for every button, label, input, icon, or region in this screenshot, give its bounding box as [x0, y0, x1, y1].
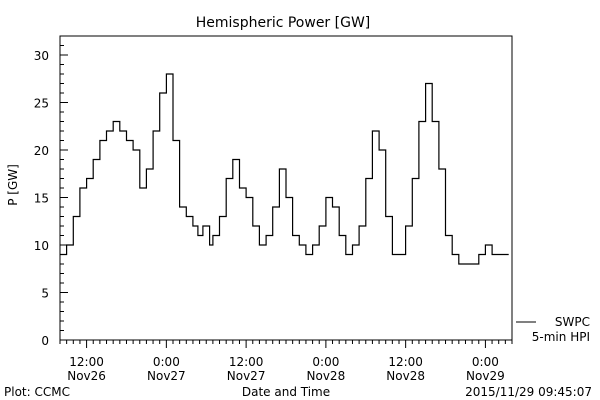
- y-tick-label: 20: [34, 144, 49, 158]
- plot-timestamp: 2015/11/29 09:45:07: [465, 385, 592, 399]
- y-tick-label: 5: [41, 287, 49, 301]
- y-tick-label: 15: [34, 192, 49, 206]
- x-axis-label: Date and Time: [242, 385, 330, 399]
- y-tick-label: 30: [34, 49, 49, 63]
- x-tick-label-date: Nov28: [386, 369, 425, 383]
- x-tick-label-date: Nov27: [147, 369, 186, 383]
- x-tick-label-time: 12:00: [229, 355, 264, 369]
- x-tick-label-time: 0:00: [472, 355, 499, 369]
- x-tick-label-date: Nov28: [307, 369, 346, 383]
- x-tick-label-date: Nov29: [466, 369, 505, 383]
- x-tick-label-time: 0:00: [312, 355, 339, 369]
- x-tick-label-time: 0:00: [153, 355, 180, 369]
- y-tick-label: 0: [41, 334, 49, 348]
- plot-source-label: Plot: CCMC: [4, 385, 70, 399]
- chart-title: Hemispheric Power [GW]: [196, 15, 371, 31]
- legend-entry-swpc: SWPC: [555, 315, 590, 329]
- y-tick-label: 25: [34, 97, 49, 111]
- legend-entry-5-min-hpi: 5-min HPI: [532, 330, 590, 344]
- y-axis-label: P [GW]: [6, 164, 20, 206]
- y-tick-label: 10: [34, 239, 49, 253]
- x-tick-label-date: Nov27: [227, 369, 266, 383]
- x-tick-label-date: Nov26: [67, 369, 106, 383]
- y-axis-ticks: 0 5 10 15 20 25 30: [34, 35, 68, 348]
- x-axis-ticks: 12:00Nov260:00Nov2712:00Nov270:00Nov2812…: [59, 340, 513, 383]
- series-line-5-min-hpi: [60, 73, 509, 265]
- x-tick-label-time: 12:00: [388, 355, 423, 369]
- x-tick-label-time: 12:00: [69, 355, 104, 369]
